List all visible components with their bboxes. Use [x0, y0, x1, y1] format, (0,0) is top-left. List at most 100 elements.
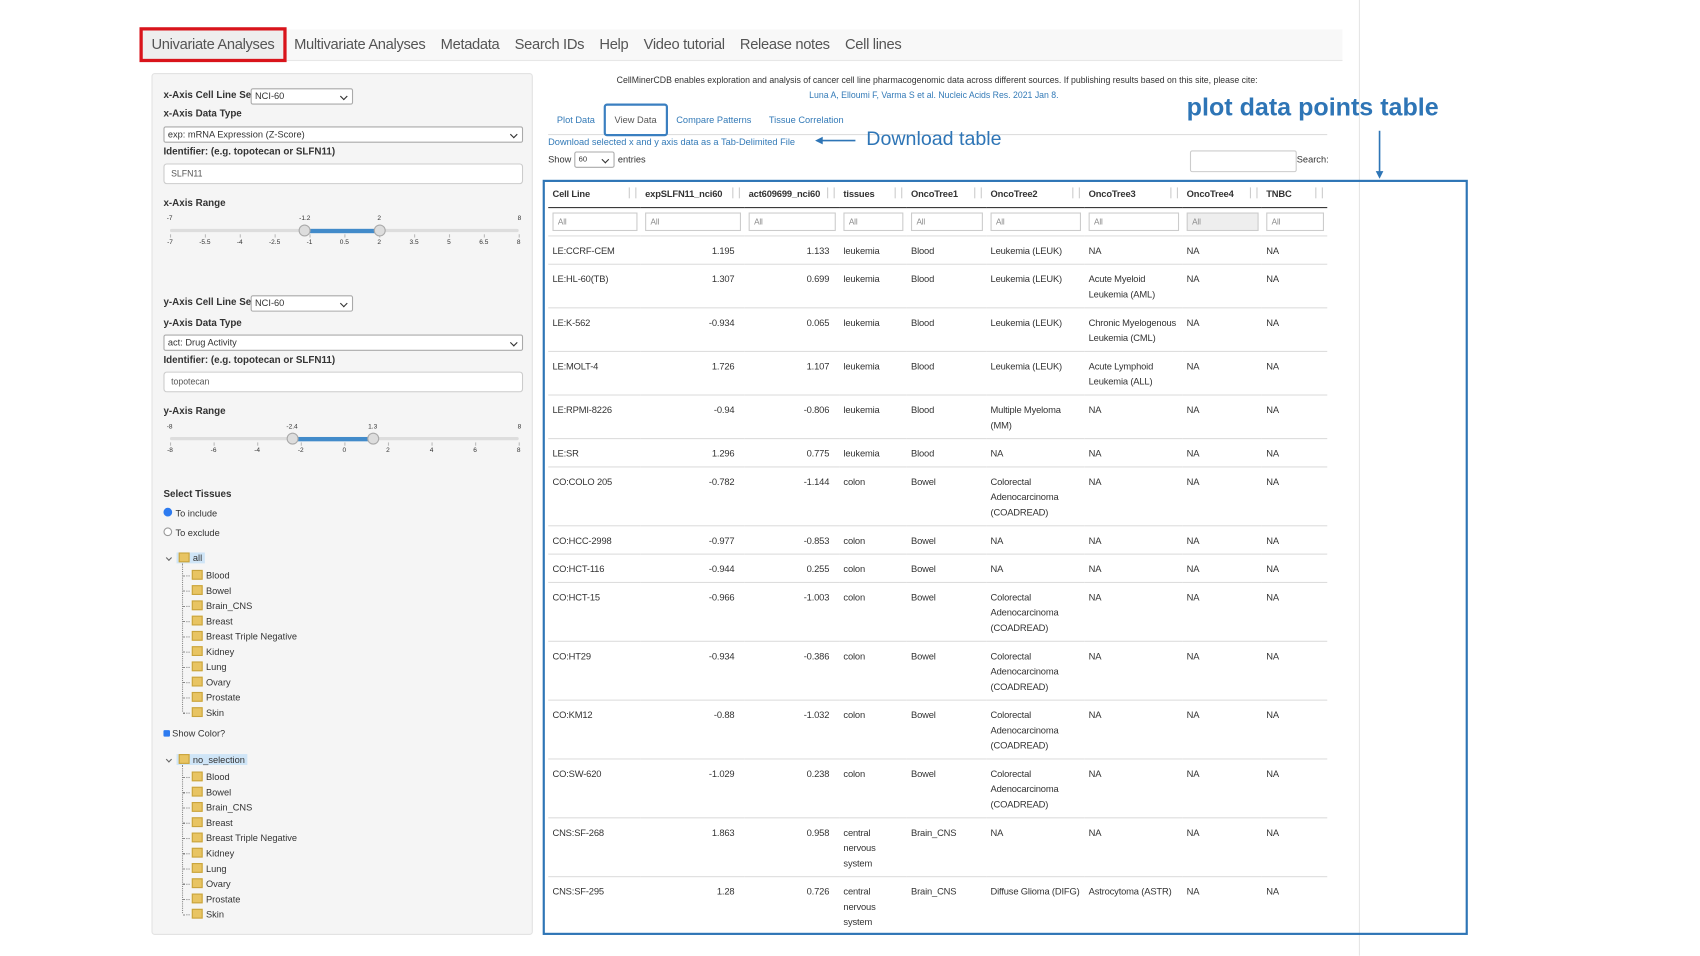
nav-tab[interactable]: Multivariate Analyses: [294, 35, 426, 53]
nav-tab[interactable]: Help: [599, 35, 629, 53]
tree-item[interactable]: Blood: [191, 569, 230, 581]
tree-toggle[interactable]: [165, 756, 172, 763]
nav-tab[interactable]: Release notes: [739, 35, 830, 53]
text-input[interactable]: SLFN11: [163, 163, 524, 185]
select[interactable]: exp: mRNA Expression (Z-Score): [163, 126, 524, 143]
tree-item-label: Prostate: [205, 691, 241, 703]
search-input[interactable]: [1189, 150, 1297, 173]
folder-icon: [191, 893, 203, 904]
slider-handle[interactable]: [286, 432, 299, 445]
tree-item[interactable]: Brain_CNS: [191, 802, 253, 813]
table-cell: LE:K-562: [548, 307, 641, 352]
radio-option[interactable]: To include: [163, 507, 217, 519]
nav-tab[interactable]: Search IDs: [514, 35, 585, 53]
filter-input[interactable]: All: [910, 212, 983, 232]
tree-item[interactable]: Skin: [191, 908, 224, 920]
tree-item[interactable]: Kidney: [191, 646, 234, 657]
download-link[interactable]: Download selected x and y axis data as a…: [548, 136, 796, 148]
tree-item[interactable]: Lung: [191, 863, 227, 874]
tree-line: [183, 666, 190, 668]
sub-tab[interactable]: Plot Data: [556, 113, 595, 125]
tree-root[interactable]: all: [176, 552, 205, 564]
table-cell: NA: [986, 438, 1085, 468]
filter-input[interactable]: All: [1088, 212, 1180, 232]
column-header-label: OncoTree3: [1088, 188, 1136, 200]
filter-input[interactable]: All: [748, 212, 836, 232]
filter-input[interactable]: All: [990, 212, 1081, 232]
tree-item-label: Lung: [205, 661, 227, 673]
select[interactable]: NCI-60: [250, 88, 354, 105]
tree-toggle[interactable]: [165, 554, 172, 562]
select[interactable]: NCI-60: [250, 295, 354, 312]
text-input[interactable]: topotecan: [163, 371, 524, 393]
tick-mark: [169, 442, 172, 446]
tree-item[interactable]: Prostate: [191, 691, 241, 703]
tick-mark: [239, 234, 241, 238]
slider-handle[interactable]: [298, 224, 311, 237]
sub-tab[interactable]: View Data: [603, 102, 668, 136]
tree-item[interactable]: Ovary: [191, 676, 231, 688]
nav-tab[interactable]: Cell lines: [844, 35, 902, 53]
label: y-Axis Cell Line Set: [163, 296, 255, 308]
radio[interactable]: [163, 527, 173, 537]
tree-item[interactable]: Breast: [191, 817, 233, 828]
tree-item[interactable]: Brain_CNS: [191, 600, 252, 611]
filter-input[interactable]: All: [1186, 212, 1259, 232]
tree-item[interactable]: Lung: [191, 661, 227, 673]
tree-item[interactable]: Kidney: [191, 847, 234, 859]
nav-tab[interactable]: Video tutorial: [643, 35, 725, 53]
table-cell: NA: [1261, 554, 1328, 583]
tree-item[interactable]: Skin: [191, 707, 224, 718]
column-header[interactable]: OncoTree2: [986, 181, 1085, 209]
tree-item[interactable]: Breast Triple Negative: [191, 832, 297, 843]
filter-cell: All: [1261, 207, 1328, 237]
tree-item[interactable]: Prostate: [191, 893, 240, 904]
tree-root[interactable]: no_selection: [176, 754, 248, 765]
table-cell: Bowel: [906, 554, 987, 583]
column-header[interactable]: expSLFN11_nci60: [640, 181, 745, 209]
citation-link[interactable]: Luna A, Elloumi F, Varma S et al. Nuclei…: [809, 90, 1059, 101]
table-cell: Chronic Myelogenous Leukemia (CML): [1084, 307, 1183, 352]
filter-input[interactable]: All: [552, 212, 638, 232]
filter-row: All All All All All All All All All: [548, 207, 1328, 237]
column-header[interactable]: tissues: [839, 181, 907, 209]
table-cell: LE:HL-60(TB): [548, 264, 641, 309]
tree-item[interactable]: Breast: [191, 615, 233, 627]
sub-tab[interactable]: Tissue Correlation: [768, 113, 844, 125]
radio-option[interactable]: To exclude: [163, 527, 220, 538]
arrow-head: [815, 136, 823, 145]
column-header[interactable]: Cell Line: [548, 181, 641, 209]
table-cell: -1.032: [744, 700, 840, 760]
column-header[interactable]: OncoTree3: [1084, 181, 1183, 209]
filter-input[interactable]: All: [645, 212, 741, 232]
tree-item[interactable]: Bowel: [191, 585, 231, 596]
slider-handle[interactable]: [366, 432, 379, 445]
column-header[interactable]: OncoTree4: [1182, 181, 1262, 209]
sub-tab[interactable]: Compare Patterns: [676, 113, 752, 125]
tree-item-label: Brain_CNS: [205, 802, 253, 813]
range-max-label: 8: [517, 423, 522, 431]
entries-select[interactable]: 60: [574, 151, 615, 168]
table-cell: NA: [986, 525, 1085, 555]
select[interactable]: act: Drug Activity: [163, 334, 524, 351]
table-cell: NA: [1182, 351, 1262, 396]
checkbox[interactable]: [163, 730, 170, 737]
table-cell: NA: [1182, 582, 1262, 642]
nav-tab[interactable]: Metadata: [440, 35, 500, 53]
column-header[interactable]: act609699_nci60: [744, 181, 840, 209]
tree-item[interactable]: Blood: [191, 771, 230, 782]
table-cell: Diffuse Glioma (DIFG): [986, 876, 1085, 933]
tree-item[interactable]: Bowel: [191, 786, 231, 798]
tree-item[interactable]: Ovary: [191, 878, 231, 889]
slider-handle[interactable]: [373, 224, 386, 237]
filter-input[interactable]: All: [843, 212, 904, 232]
filter-input[interactable]: All: [1266, 212, 1324, 232]
table-row: CO:HCT-116 -0.944 0.255 colon Bowel NA NA NA NA: [548, 554, 1328, 583]
slider-fill: [304, 228, 380, 233]
table-cell: leukemia: [839, 264, 907, 309]
column-header[interactable]: OncoTree1: [906, 181, 987, 209]
tree-item[interactable]: Breast Triple Negative: [191, 630, 297, 642]
radio[interactable]: [163, 507, 173, 517]
column-header[interactable]: TNBC: [1261, 181, 1328, 209]
nav-tab[interactable]: Univariate Analyses: [139, 27, 287, 63]
